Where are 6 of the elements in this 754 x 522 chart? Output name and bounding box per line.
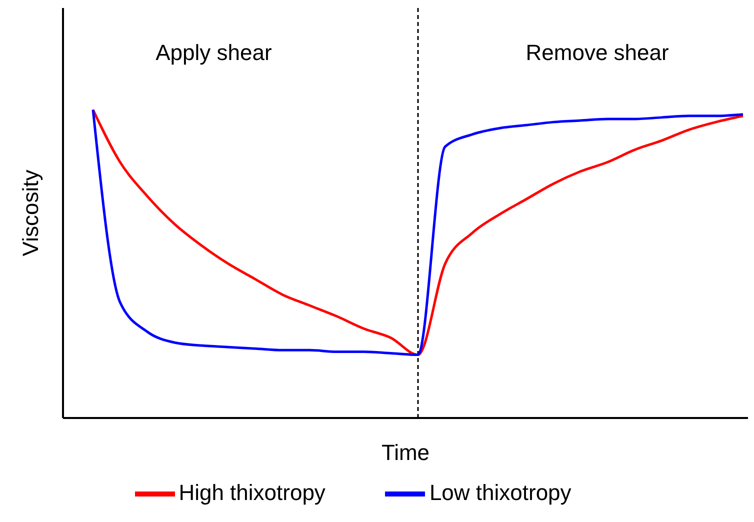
legend-label: High thixotropy	[178, 480, 326, 505]
text: Apply shear	[156, 40, 272, 66]
y-axis-title: Viscosity	[18, 170, 43, 256]
legend-label: Low thixotropy	[429, 480, 572, 505]
x-axis-title: Time	[381, 440, 430, 465]
text: Remove shear	[526, 40, 669, 66]
